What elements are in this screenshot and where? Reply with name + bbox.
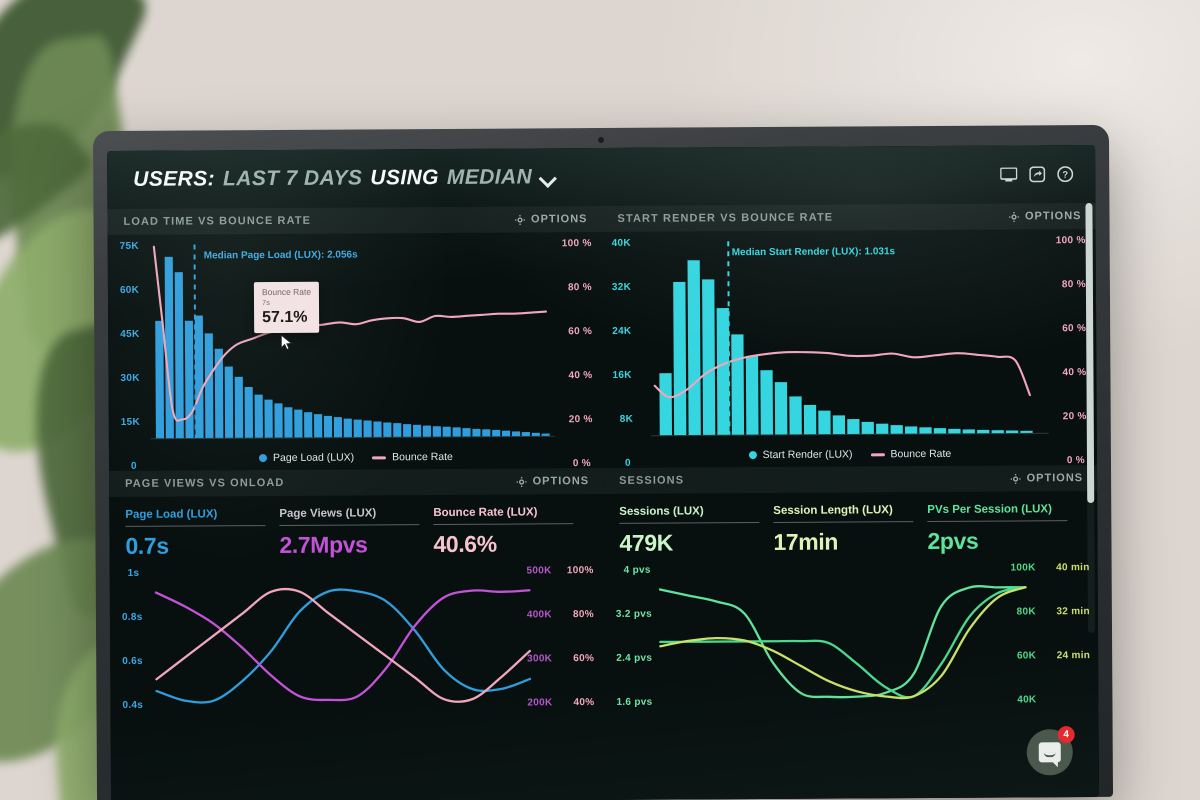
mouse-cursor-icon bbox=[280, 333, 293, 351]
panel-title: LOAD TIME VS BOUNCE RATE bbox=[123, 214, 312, 228]
metric-label: Sessions (LUX) bbox=[619, 505, 704, 518]
legend-item: Bounce Rate bbox=[372, 451, 453, 463]
page-title: USERS: LAST 7 DAYS USING MEDIAN bbox=[133, 165, 556, 192]
legend-line-icon bbox=[372, 455, 387, 459]
chart-plot-area bbox=[651, 241, 1049, 437]
tooltip-value: 57.1% bbox=[262, 308, 308, 326]
chat-badge: 4 bbox=[1057, 726, 1075, 744]
share-icon[interactable] bbox=[1029, 166, 1046, 183]
options-label: OPTIONS bbox=[530, 213, 588, 226]
panel-header: LOAD TIME VS BOUNCE RATE OPTIONS bbox=[107, 206, 602, 236]
chevron-down-icon[interactable] bbox=[540, 169, 556, 185]
options-label: OPTIONS bbox=[532, 475, 590, 488]
metric-label: Bounce Rate (LUX) bbox=[433, 506, 538, 520]
legend-item: Start Render (LUX) bbox=[748, 448, 853, 462]
gear-icon bbox=[515, 214, 526, 225]
chat-widget-button[interactable]: 4 bbox=[1026, 726, 1075, 776]
metric-session-length: Session Length (LUX) 17min bbox=[773, 504, 927, 556]
chart-tooltip: Bounce Rate 7s 57.1% bbox=[253, 281, 320, 334]
metric-value: 2.7Mpvs bbox=[279, 531, 368, 558]
help-icon[interactable]: ? bbox=[1057, 166, 1074, 183]
dashboard-grid: LOAD TIME VS BOUNCE RATE OPTIONS bbox=[107, 202, 1099, 735]
laptop-screen: USERS: LAST 7 DAYS USING MEDIAN bbox=[107, 144, 1100, 800]
chart-plot-area bbox=[154, 587, 532, 704]
metric-label: PVs Per Session (LUX) bbox=[927, 503, 1052, 517]
metric-pvs-per-session: PVs Per Session (LUX) 2pvs bbox=[927, 503, 1081, 555]
options-label: OPTIONS bbox=[1026, 472, 1084, 485]
legend-label: Start Render (LUX) bbox=[762, 448, 853, 462]
metric-row: Page Load (LUX) 0.7s Page Views (LUX) 2.… bbox=[109, 494, 603, 560]
legend-label: Bounce Rate bbox=[392, 450, 453, 464]
metric-label: Page Load (LUX) bbox=[125, 508, 218, 521]
options-button[interactable]: OPTIONS bbox=[517, 475, 590, 488]
title-prefix: USERS: bbox=[133, 167, 216, 191]
chat-smile bbox=[1043, 752, 1056, 758]
panel-load-time-vs-bounce-rate: LOAD TIME VS BOUNCE RATE OPTIONS bbox=[107, 206, 603, 482]
legend-dot-icon bbox=[258, 454, 268, 463]
legend-line-icon bbox=[870, 452, 885, 456]
panel-header: START RENDER VS BOUNCE RATE OPTIONS bbox=[601, 202, 1096, 233]
dashboard-app: USERS: LAST 7 DAYS USING MEDIAN bbox=[107, 144, 1100, 800]
options-button[interactable]: OPTIONS bbox=[1011, 472, 1084, 485]
options-label: OPTIONS bbox=[1024, 210, 1082, 223]
gear-icon bbox=[517, 476, 528, 487]
chart-load-time-vs-bounce-rate: 75K 60K 45K 30K 15K 0 100 % 80 % 60 % 40… bbox=[108, 238, 603, 482]
metric-label: Page Views (LUX) bbox=[279, 507, 377, 520]
panel-header: PAGE VIEWS VS ONLOAD OPTIONS bbox=[109, 467, 604, 498]
chart-plot-area bbox=[658, 585, 1027, 700]
chart-plot-area bbox=[151, 244, 555, 440]
gear-icon bbox=[1009, 211, 1020, 222]
metric-page-views: Page Views (LUX) 2.7Mpvs bbox=[279, 507, 433, 559]
metric-value: 479K bbox=[619, 529, 673, 556]
metric-label: Session Length (LUX) bbox=[773, 504, 893, 517]
panel-sessions: SESSIONS OPTIONS bbox=[603, 464, 1099, 732]
legend-label: Bounce Rate bbox=[890, 447, 952, 461]
metric-value: 0.7s bbox=[125, 532, 169, 559]
metric-value: 40.6% bbox=[433, 530, 497, 558]
tooltip-sub: 7s bbox=[261, 297, 270, 307]
metric-rule bbox=[125, 525, 266, 527]
panel-header: SESSIONS OPTIONS bbox=[603, 464, 1098, 494]
options-button[interactable]: OPTIONS bbox=[515, 213, 588, 225]
chat-bubble-icon bbox=[1038, 742, 1061, 763]
monitor-icon[interactable] bbox=[1000, 166, 1018, 182]
metric-rule bbox=[927, 520, 1068, 523]
tooltip-title: Bounce Rate bbox=[261, 286, 312, 298]
metric-sessions: Sessions (LUX) 479K bbox=[619, 505, 773, 557]
title-using: USING bbox=[370, 165, 439, 190]
panel-title: PAGE VIEWS VS ONLOAD bbox=[125, 476, 285, 490]
metric-rule bbox=[773, 521, 914, 523]
metric-rule bbox=[279, 524, 420, 526]
options-button[interactable]: OPTIONS bbox=[1009, 210, 1082, 222]
panel-start-render-vs-bounce-rate: START RENDER VS BOUNCE RATE OPTIONS bbox=[601, 202, 1097, 479]
metric-page-load: Page Load (LUX) 0.7s bbox=[125, 508, 279, 560]
app-header: USERS: LAST 7 DAYS USING MEDIAN bbox=[107, 144, 1096, 210]
chart-page-views-vs-onload: 1s 0.8s 0.6s 0.4s 500K 400K 300K 200K 10… bbox=[110, 561, 605, 729]
legend-dot-icon bbox=[748, 451, 757, 460]
legend-item: Page Load (LUX) bbox=[258, 451, 355, 465]
legend-item: Bounce Rate bbox=[870, 448, 951, 460]
chart-sessions: 4 pvs 3.2 pvs 2.4 pvs 1.6 pvs 100K 80K 6… bbox=[604, 558, 1099, 726]
panel-title: START RENDER VS BOUNCE RATE bbox=[617, 211, 834, 225]
header-icon-group: ? bbox=[1000, 166, 1074, 183]
title-metric: MEDIAN bbox=[446, 165, 533, 189]
svg-text:?: ? bbox=[1062, 170, 1068, 181]
laptop-device: USERS: LAST 7 DAYS USING MEDIAN bbox=[92, 124, 1114, 800]
webcam bbox=[598, 136, 605, 144]
metric-rule bbox=[433, 523, 574, 526]
metric-rule bbox=[619, 522, 760, 524]
panel-page-views-vs-onload: PAGE VIEWS VS ONLOAD OPTIONS bbox=[109, 467, 605, 735]
metric-bounce-rate: Bounce Rate (LUX) 40.6% bbox=[433, 506, 587, 558]
chart-start-render-vs-bounce-rate: 40K 32K 24K 16K 8K 0 100 % 80 % 60 % 40 … bbox=[602, 235, 1097, 479]
legend-label: Page Load (LUX) bbox=[272, 451, 355, 465]
metric-row: Sessions (LUX) 479K Session Length (LUX)… bbox=[603, 491, 1097, 557]
metric-value: 17min bbox=[773, 528, 839, 555]
title-range: LAST 7 DAYS bbox=[222, 166, 363, 191]
panel-title: SESSIONS bbox=[619, 474, 685, 487]
gear-icon bbox=[1011, 473, 1022, 484]
metric-value: 2pvs bbox=[927, 527, 979, 555]
